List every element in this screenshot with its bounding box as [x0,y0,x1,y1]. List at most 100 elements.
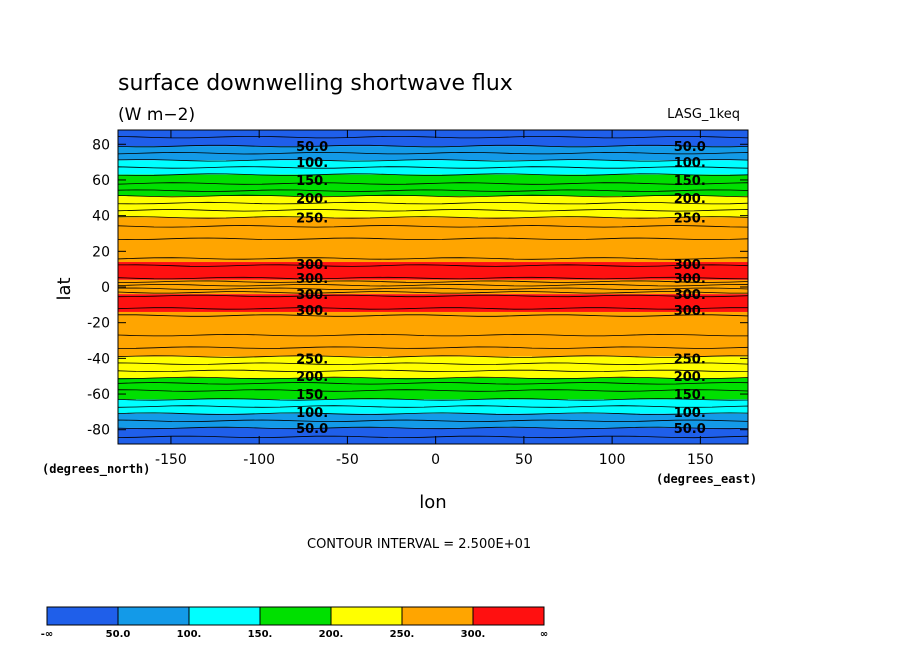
color-band-10 [118,356,748,378]
x-tick-label-1: -100 [243,452,275,468]
contour-labels: 50.0100.150.200.250.300.300.300.300.250.… [296,140,706,437]
colorbar-label-4: 200. [319,629,344,640]
x-tick-label-6: 150 [687,452,714,468]
contour-line-13 [117,237,749,241]
contour-line-12 [117,225,749,228]
y-tick-label-7: -60 [87,387,110,403]
contour-label-9: 250. [296,352,328,367]
contour-label-3: 200. [296,192,328,207]
contour-line-19 [117,287,749,291]
contour-line-21 [117,294,749,298]
contour-label-0: 50.0 [296,140,328,155]
y-tick-label-0: 80 [92,137,110,153]
contour-line-32 [117,398,749,401]
colorbar-box-1 [117,606,190,626]
y-tick-label-3: 20 [92,244,110,260]
contour-label-2: 150. [296,174,328,189]
colorbar-label-1: 50.0 [106,629,131,640]
y-axis-ticks: 80 60 40 20 0 -20 -40 -60 -80 [87,137,748,439]
contour-line-2 [117,151,749,155]
x-tick-label-4: 50 [515,452,533,468]
color-band-14 [118,427,748,444]
chart-title: surface downwelling shortwave flux [118,71,513,96]
contour-line-18 [117,283,749,287]
x-tick-label-3: 0 [431,452,440,468]
contour-line-9 [117,201,749,205]
contour-line-33 [117,405,749,408]
y-axis-label: lat [54,277,75,300]
contour-line-3 [117,159,749,162]
color-band-11 [118,377,748,400]
contour-label-27: 50.0 [674,422,706,437]
plot-area: 50.0100.150.200.250.300.300.300.300.250.… [117,129,749,445]
y-tick-label-4: 0 [101,280,110,296]
color-band-6 [118,262,748,280]
color-band-7 [118,279,748,295]
contour-label-13: 50.0 [296,422,328,437]
colorbar-box-0 [46,606,119,626]
colorbar-label-5: 250. [390,629,415,640]
contour-label-11: 150. [296,388,328,403]
x-axis-label: lon [419,492,446,513]
color-bands [118,130,748,444]
contour-line-11 [117,216,749,219]
contour-label-16: 150. [674,174,706,189]
contour-label-10: 200. [296,370,328,385]
contour-line-22 [117,307,749,310]
contour-label-8: 300. [296,304,328,319]
contour-line-26 [117,355,749,358]
colorbar-box-3 [259,606,332,626]
y-tick-label-2: 40 [92,209,110,225]
contour-label-25: 150. [674,388,706,403]
x-axis-ticks: -150 -100 -50 0 50 100 150 [155,130,714,468]
contour-line-17 [117,280,749,283]
contour-label-17: 200. [674,192,706,207]
x-axis-units: (degrees_east) [656,472,757,487]
color-band-0 [118,130,748,147]
contour-label-1: 100. [296,156,328,171]
contour-label-20: 300. [674,272,706,287]
y-tick-label-1: 60 [92,173,110,189]
contour-line-31 [117,389,749,392]
contour-line-29 [117,376,749,380]
contour-line-1 [117,144,749,148]
contour-label-24: 200. [674,370,706,385]
contour-line-10 [117,209,749,212]
contour-lines [117,135,749,439]
contour-line-14 [117,257,749,260]
contour-line-8 [117,194,749,198]
contour-label-26: 100. [674,406,706,421]
contour-label-23: 250. [674,352,706,367]
contour-line-27 [117,362,749,365]
contour-label-7: 300. [296,288,328,303]
colorbar: -∞ 50.0 100. 150. 200. 250. 300. ∞ [41,606,548,640]
contour-line-25 [117,346,749,349]
contour-line-20 [117,291,749,294]
colorbar-box-6 [472,606,545,626]
contour-line-15 [117,264,749,267]
contour-line-7 [117,189,749,192]
colorbar-label-2: 100. [177,629,202,640]
contour-line-35 [117,419,749,423]
contour-label-19: 300. [674,258,706,273]
colorbar-box-4 [330,606,403,626]
colorbar-label-3: 150. [248,629,273,640]
color-band-3 [118,174,748,197]
x-tick-label-5: 100 [599,452,626,468]
y-tick-label-5: -20 [87,316,110,332]
contour-line-0 [117,135,749,139]
y-tick-label-8: -80 [87,423,110,439]
contour-label-18: 250. [674,211,706,226]
x-tick-label-0: -150 [155,452,187,468]
contour-line-23 [117,314,749,317]
colorbar-box-5 [401,606,474,626]
contour-line-16 [117,276,749,280]
color-band-4 [118,196,748,218]
contour-line-30 [117,382,749,385]
contour-line-36 [117,426,749,430]
contour-label-14: 50.0 [674,140,706,155]
colorbar-label-6: 300. [461,629,486,640]
contour-label-22: 300. [674,304,706,319]
contour-label-15: 100. [674,156,706,171]
